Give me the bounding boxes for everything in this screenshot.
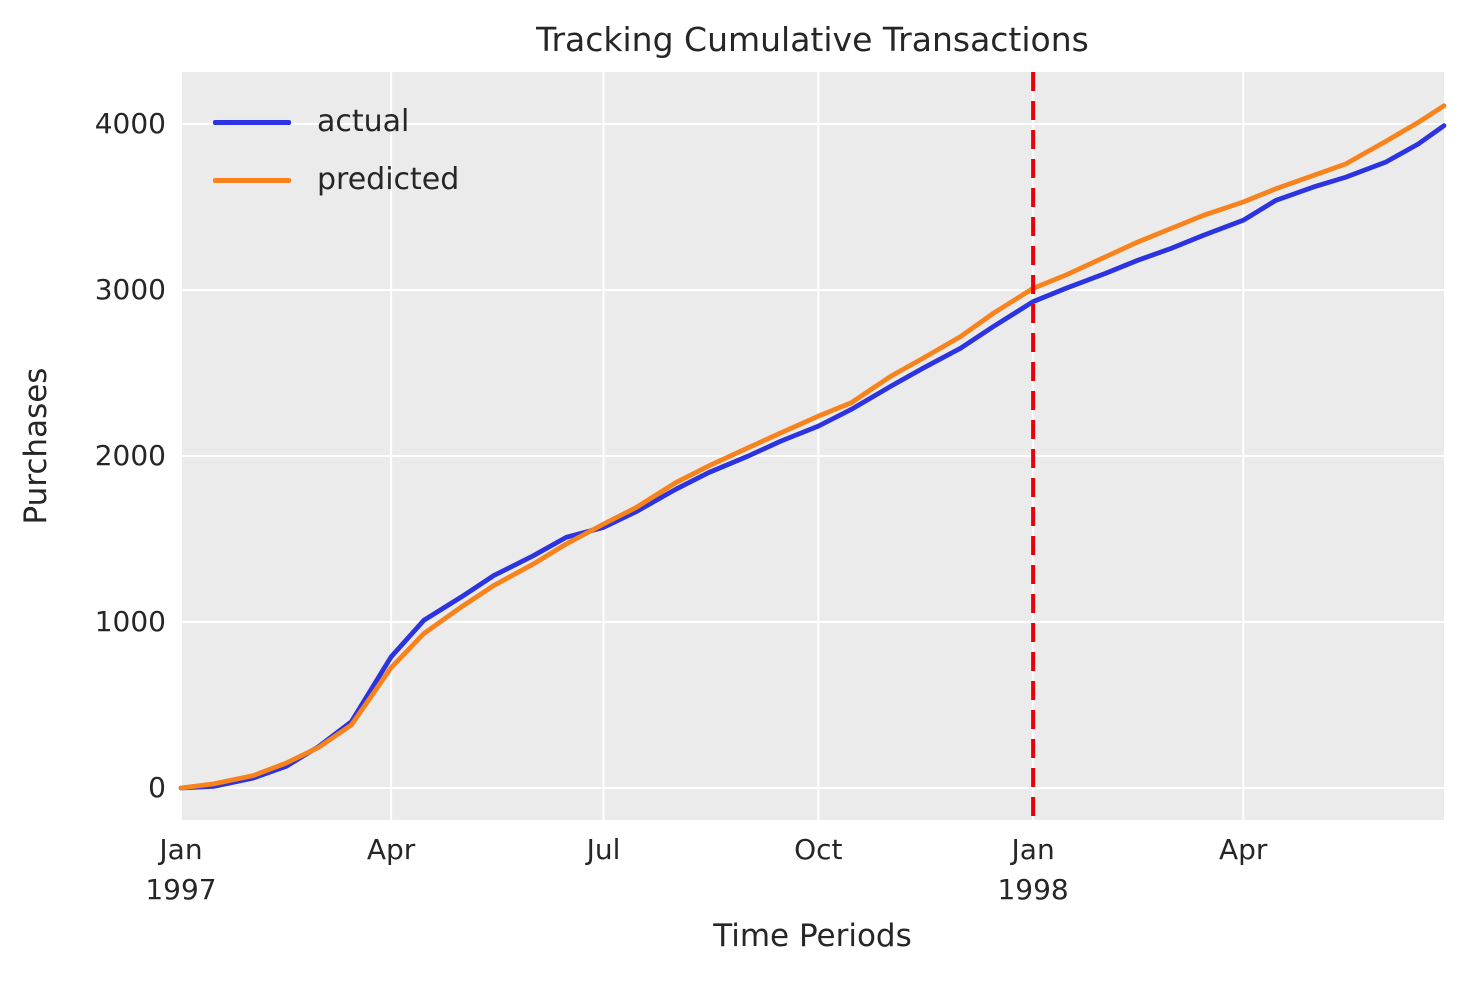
- xtick-label: Oct: [794, 830, 842, 870]
- legend-item-actual: actual: [213, 100, 459, 144]
- legend-item-predicted: predicted: [213, 158, 459, 202]
- xtick-month: Apr: [366, 833, 416, 866]
- legend-label-actual: actual: [317, 104, 410, 139]
- legend-swatch-actual: [213, 119, 291, 125]
- ytick-label: 4000: [94, 107, 166, 140]
- xtick-year: 1997: [145, 873, 217, 906]
- xtick-label: Jan 1998: [997, 830, 1068, 910]
- series-lines: [178, 103, 1447, 791]
- xtick-month: Oct: [794, 833, 843, 866]
- xtick-month: Apr: [1218, 833, 1268, 866]
- line-actual: [178, 123, 1447, 791]
- xtick-year: 1998: [997, 873, 1069, 906]
- ytick-label: 1000: [94, 605, 166, 638]
- xtick-label: Jul: [587, 830, 621, 870]
- xtick-month: Jan: [1011, 833, 1055, 866]
- xtick-label: Apr: [367, 830, 415, 870]
- ytick-label: 3000: [94, 273, 166, 306]
- legend-swatch-predicted: [213, 177, 291, 183]
- xtick-label: Apr: [1219, 830, 1267, 870]
- legend-label-predicted: predicted: [317, 162, 460, 197]
- ytick-label: 0: [148, 771, 166, 804]
- xtick-month: Jan: [159, 833, 203, 866]
- xtick-month: Jul: [586, 833, 621, 866]
- chart-title: Tracking Cumulative Transactions: [536, 20, 1089, 59]
- line-predicted: [178, 103, 1447, 791]
- ytick-label: 2000: [94, 439, 166, 472]
- xaxis-label: Time Periods: [713, 918, 912, 954]
- xtick-label: Jan 1997: [145, 830, 216, 910]
- legend: actual predicted: [213, 100, 459, 216]
